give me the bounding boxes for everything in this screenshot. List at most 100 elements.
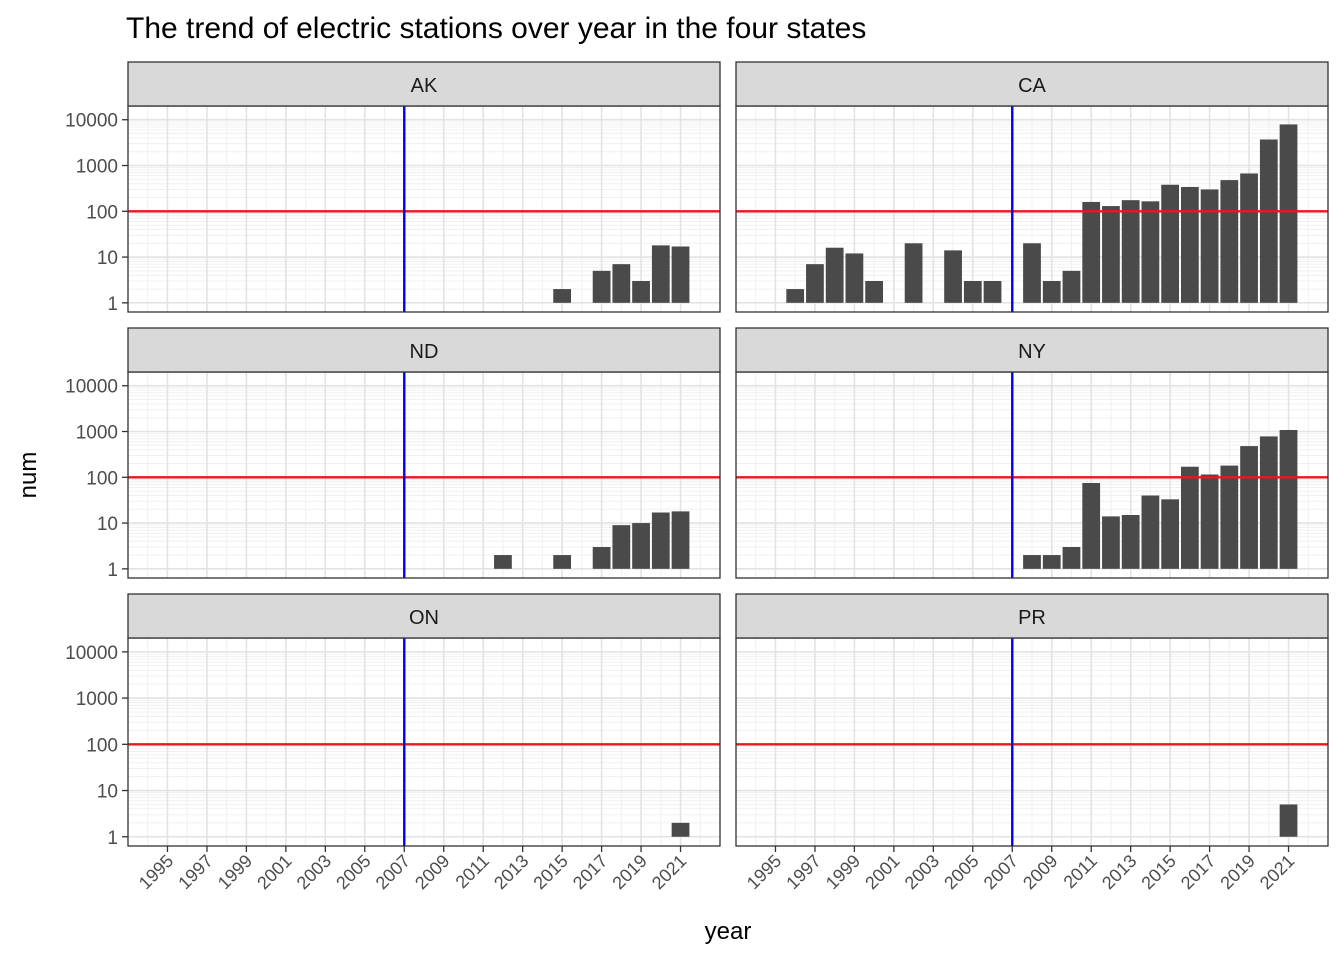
x-tick-label: 1995 — [743, 851, 785, 893]
bar-ca-2012 — [1102, 206, 1120, 303]
bar-ny-2010 — [1062, 547, 1081, 569]
bar-ny-2021 — [1279, 429, 1298, 569]
y-tick-label: 1 — [107, 828, 118, 849]
facet-panel-ny: NY — [735, 327, 1329, 579]
bar-ca-2014 — [1141, 201, 1160, 303]
y-tick-label: 10000 — [65, 643, 118, 664]
x-tick-label: 2009 — [411, 851, 453, 893]
x-tick-label: 2021 — [648, 851, 690, 893]
bar-ca-2006 — [983, 281, 1002, 303]
x-tick-label: 1997 — [782, 851, 824, 893]
chart-title: The trend of electric stations over year… — [126, 12, 866, 45]
bar-ak-2015 — [553, 289, 572, 303]
bar-nd-2020 — [651, 512, 670, 569]
bar-ak-2017 — [592, 270, 611, 303]
bar-on-2021 — [671, 822, 690, 837]
x-tick-label: 2007 — [980, 851, 1022, 893]
facet-strip — [735, 593, 1329, 639]
bar-ca-2011 — [1082, 201, 1101, 303]
y-tick-label: 100 — [86, 468, 118, 489]
x-tick-label: 2015 — [530, 851, 572, 893]
bar-ny-2011 — [1082, 483, 1101, 569]
x-tick-label: 2017 — [569, 851, 611, 893]
y-tick-label: 10000 — [65, 377, 118, 398]
bar-ca-2015 — [1161, 184, 1180, 303]
facet-strip-label: ON — [409, 607, 439, 629]
bar-ak-2019 — [632, 281, 650, 303]
facet-strip-label: CA — [1018, 75, 1046, 97]
facet-panel-pr: PR19951997199920012003200520072009201120… — [735, 593, 1329, 893]
x-tick-label: 2001 — [253, 851, 295, 893]
bar-nd-2018 — [612, 525, 631, 569]
x-tick-label: 1999 — [214, 851, 256, 893]
facet-strip-label: PR — [1018, 607, 1046, 629]
x-tick-label: 2005 — [332, 851, 374, 893]
bar-nd-2012 — [494, 555, 512, 569]
bar-ny-2015 — [1161, 499, 1180, 569]
y-tick-label: 100 — [86, 735, 118, 756]
x-tick-label: 2013 — [1098, 851, 1140, 893]
facet-panel-ak: AK 1 10 100 1000 10000 — [65, 61, 721, 315]
x-tick-label: 2007 — [372, 851, 414, 893]
x-tick-label: 2019 — [1216, 851, 1258, 893]
y-tick-label: 1000 — [76, 689, 118, 710]
x-tick-label: 2003 — [901, 851, 943, 893]
facet-strip-label: NY — [1018, 341, 1046, 363]
bar-ny-2019 — [1240, 446, 1258, 569]
bar-ca-1999 — [845, 253, 864, 303]
bar-ny-2017 — [1200, 474, 1219, 569]
bar-ca-2020 — [1259, 139, 1278, 303]
bar-ny-2008 — [1023, 555, 1041, 569]
y-tick-label: 10 — [97, 248, 118, 269]
bar-ny-2018 — [1220, 465, 1239, 569]
x-tick-label: 1995 — [135, 851, 177, 893]
facet-strip — [127, 61, 721, 107]
bar-ny-2012 — [1102, 516, 1120, 569]
bar-ca-2009 — [1042, 281, 1061, 303]
y-tick-label: 10000 — [65, 111, 118, 132]
facet-strip — [735, 61, 1329, 107]
y-tick-label: 10 — [97, 514, 118, 535]
bar-ca-2016 — [1180, 186, 1199, 303]
bar-ca-1996 — [786, 289, 805, 303]
bar-ca-2004 — [944, 250, 962, 303]
bar-ak-2020 — [651, 245, 670, 303]
bar-ca-2002 — [904, 243, 923, 303]
bar-ca-1997 — [806, 264, 824, 303]
y-axis-label: num — [15, 452, 42, 499]
bar-ny-2009 — [1042, 555, 1061, 569]
facet-strip — [735, 327, 1329, 373]
y-tick-label: 1 — [107, 294, 118, 315]
bar-ny-2020 — [1259, 436, 1278, 569]
bar-ca-2018 — [1220, 180, 1239, 303]
facet-strip — [127, 593, 721, 639]
facets-layer: AK 1 10 100 1000 10000 CA ND 1 10 100 1000 10000 NY ON… — [65, 61, 1329, 893]
bar-nd-2015 — [553, 555, 572, 569]
bar-ak-2021 — [671, 246, 690, 303]
bar-ca-1998 — [825, 247, 844, 303]
bar-ny-2016 — [1180, 466, 1199, 569]
x-tick-label: 2003 — [293, 851, 335, 893]
x-tick-label: 2005 — [940, 851, 982, 893]
bar-nd-2021 — [671, 511, 690, 569]
x-tick-label: 2015 — [1138, 851, 1180, 893]
facet-strip-label: ND — [410, 341, 439, 363]
facet-strip-label: AK — [411, 75, 438, 97]
facet-panel-nd: ND 1 10 100 1000 10000 — [65, 327, 721, 581]
bar-ny-2013 — [1121, 515, 1140, 569]
bar-nd-2019 — [632, 523, 650, 569]
bar-ca-2021 — [1279, 124, 1298, 303]
y-tick-label: 1000 — [76, 157, 118, 178]
x-tick-label: 2001 — [861, 851, 903, 893]
facet-panel-on: ON11010010001000019951997199920012003200… — [65, 593, 721, 893]
bar-ca-2019 — [1240, 173, 1258, 303]
x-tick-label: 2013 — [490, 851, 532, 893]
bar-ca-2008 — [1023, 243, 1041, 303]
x-tick-label: 2011 — [452, 851, 494, 893]
x-tick-label: 2017 — [1177, 851, 1219, 893]
bar-ny-2014 — [1141, 495, 1160, 569]
x-axis-label: year — [705, 918, 752, 945]
y-tick-label: 10 — [97, 782, 118, 803]
